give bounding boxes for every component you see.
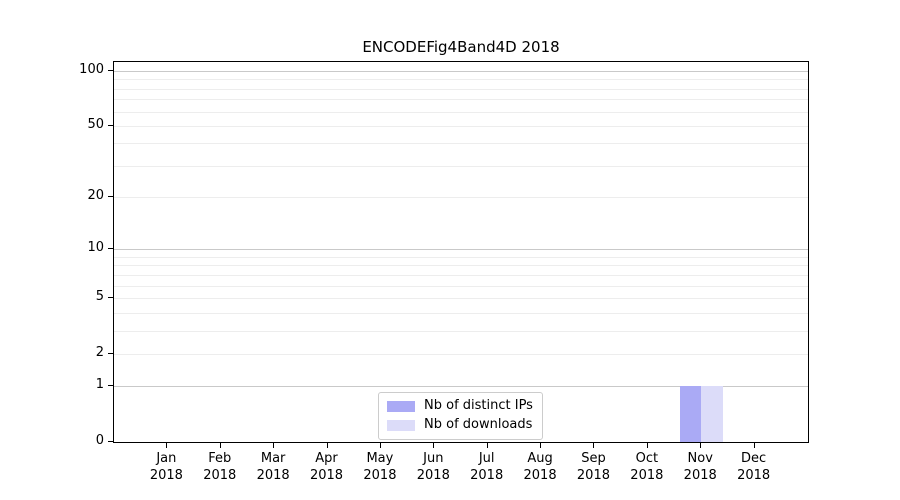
x-tick-year: 2018	[416, 468, 450, 483]
x-tick-year: 2018	[523, 468, 557, 483]
x-tick-year: 2018	[683, 468, 717, 483]
x-tick-label-sep: Sep 2018	[558, 450, 628, 484]
x-tick-month: Nov	[687, 451, 713, 466]
y-tick-0	[108, 441, 113, 442]
x-tick-label-dec: Dec 2018	[719, 450, 789, 484]
gridline-minor-90	[114, 79, 808, 81]
x-tick-year: 2018	[363, 468, 397, 483]
legend-swatch-distinct-ips	[387, 400, 415, 412]
gridline-major-100	[114, 71, 808, 73]
bar-nb-of-downloads-nov-2018	[701, 386, 723, 442]
x-tick-label-jun: Jun 2018	[398, 450, 468, 484]
gridline-minor-8	[114, 265, 808, 267]
x-tick-month: Mar	[260, 451, 286, 466]
gridline-minor-7	[114, 274, 808, 276]
x-tick-jan	[166, 443, 168, 448]
x-tick-jun	[433, 443, 435, 448]
x-tick-may	[379, 443, 381, 448]
x-tick-year: 2018	[737, 468, 771, 483]
x-tick-year: 2018	[309, 468, 344, 483]
x-tick-label-apr: Apr 2018	[292, 450, 362, 484]
y-tick-10	[108, 248, 113, 250]
y-tick-label-1: 1	[95, 377, 104, 393]
x-tick-month: May	[366, 451, 394, 466]
x-tick-mar	[273, 443, 275, 448]
gridline-minor-50	[114, 125, 808, 127]
x-tick-month: Feb	[208, 451, 232, 466]
gridline-minor-9	[114, 256, 808, 258]
y-tick-5	[108, 296, 113, 298]
x-tick-nov	[700, 443, 702, 448]
y-tick-1	[108, 385, 113, 387]
gridline-minor-40	[114, 143, 808, 145]
legend-item-distinct-ips: Nb of distinct IPs	[387, 398, 533, 414]
x-tick-year: 2018	[149, 468, 183, 483]
legend-label-downloads: Nb of downloads	[424, 417, 533, 432]
x-tick-jul	[486, 443, 488, 448]
x-tick-sep	[593, 443, 595, 448]
x-tick-feb	[219, 443, 221, 448]
x-tick-label-feb: Feb 2018	[185, 450, 255, 484]
y-tick-50	[108, 124, 113, 126]
x-tick-apr	[326, 443, 328, 448]
legend-swatch-downloads	[387, 419, 415, 431]
x-tick-month: Apr	[315, 451, 338, 466]
x-tick-label-may: May 2018	[345, 450, 415, 484]
y-tick-label-2: 2	[95, 344, 104, 360]
x-tick-month: Jun	[423, 451, 444, 466]
x-tick-year: 2018	[203, 468, 237, 483]
x-tick-year: 2018	[630, 468, 664, 483]
x-tick-label-oct: Oct 2018	[612, 450, 682, 484]
gridline-minor-70	[114, 99, 808, 101]
gridline-minor-30	[114, 165, 808, 167]
x-tick-label-jul: Jul 2018	[452, 450, 522, 484]
gridline-minor-80	[114, 88, 808, 90]
bar-nb-of-distinct-ips-nov-2018	[679, 386, 702, 442]
plot-area: Nb of distinct IPs Nb of downloads	[113, 61, 809, 443]
y-tick-2	[108, 352, 113, 354]
gridline-minor-20	[114, 197, 808, 199]
gridline-minor-60	[114, 111, 808, 113]
x-tick-label-mar: Mar 2018	[238, 450, 308, 484]
gridline-minor-5	[114, 297, 808, 299]
y-tick-label-5: 5	[95, 288, 104, 304]
x-tick-month: Oct	[635, 451, 659, 466]
gridline-minor-3	[114, 330, 808, 332]
gridline-minor-4	[114, 312, 808, 314]
x-tick-year: 2018	[576, 468, 610, 483]
x-tick-month: Sep	[581, 451, 606, 466]
gridline-minor-6	[114, 285, 808, 287]
x-tick-label-jan: Jan 2018	[131, 450, 201, 484]
y-tick-100	[108, 70, 113, 72]
gridline-major-10	[114, 249, 808, 251]
chart-title: ENCODEFig4Band4D 2018	[362, 38, 560, 56]
y-tick-label-20: 20	[87, 188, 104, 204]
gridline-major-1	[114, 386, 808, 388]
x-tick-year: 2018	[256, 468, 290, 483]
y-tick-label-0: 0	[95, 433, 104, 448]
y-tick-label-10: 10	[87, 240, 104, 256]
y-tick-label-100: 100	[79, 62, 104, 78]
legend-item-downloads: Nb of downloads	[387, 417, 533, 433]
x-tick-label-nov: Nov 2018	[665, 450, 735, 484]
legend: Nb of distinct IPs Nb of downloads	[378, 392, 543, 440]
x-tick-year: 2018	[470, 468, 504, 483]
x-tick-oct	[646, 443, 648, 448]
x-tick-month: Jan	[156, 451, 177, 466]
x-tick-aug	[540, 443, 542, 448]
y-tick-label-50: 50	[87, 116, 104, 132]
x-tick-month: Jul	[478, 451, 495, 466]
x-tick-month: Aug	[527, 451, 553, 466]
gridline-minor-2	[114, 353, 808, 355]
legend-label-distinct-ips: Nb of distinct IPs	[424, 398, 533, 413]
x-tick-month: Dec	[741, 451, 767, 466]
x-tick-dec	[753, 443, 755, 448]
x-tick-label-aug: Aug 2018	[505, 450, 575, 484]
y-tick-20	[108, 196, 113, 198]
